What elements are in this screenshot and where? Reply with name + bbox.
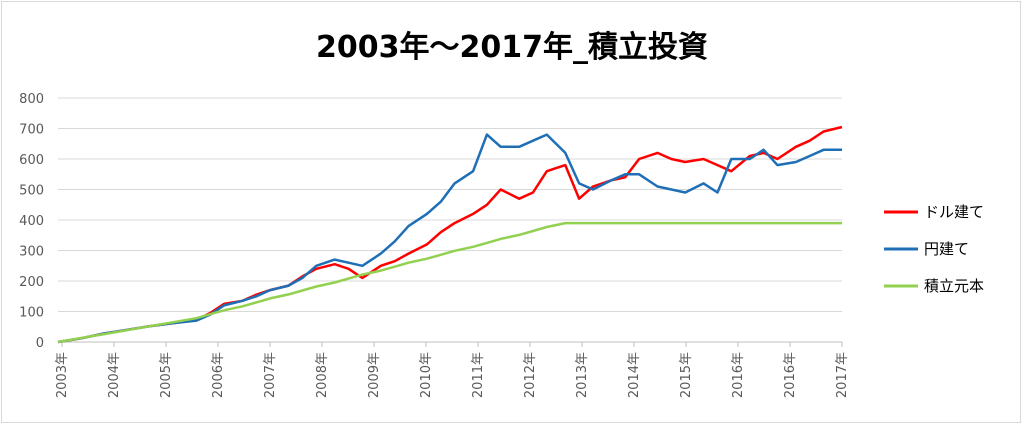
x-tick-label: 2008年: [315, 352, 330, 398]
x-tick-label: 2014年: [627, 352, 642, 398]
x-tick-label: 2004年: [107, 352, 122, 398]
legend-label: 円建て: [924, 240, 969, 258]
x-tick-label: 2010年: [419, 352, 434, 398]
x-tick-label: 2016年: [731, 352, 746, 398]
y-tick-label: 300: [19, 245, 44, 260]
y-tick-label: 800: [19, 92, 44, 107]
x-tick-label: 2012年: [523, 352, 538, 398]
x-tick-label: 2011年: [471, 352, 486, 398]
gridlines: [58, 97, 842, 343]
x-tick-label: 2009年: [367, 352, 382, 398]
y-tick-label: 500: [19, 184, 44, 199]
x-tick-label: 2003年: [55, 352, 70, 398]
x-tick-label: 2015年: [679, 352, 694, 398]
y-tick-label: 400: [19, 214, 44, 229]
y-tick-label: 100: [19, 306, 44, 321]
legend-label: ドル建て: [924, 203, 984, 221]
x-tick-label: 2016年: [783, 352, 798, 398]
y-tick-label: 600: [19, 153, 44, 168]
series-line-1: [57, 133, 842, 344]
series-lines: [57, 125, 843, 344]
legend-label: 積立元本: [924, 277, 984, 295]
x-tick-label: 2013年: [575, 352, 590, 398]
x-tick-label: 2006年: [211, 352, 226, 398]
x-tick-label: 2005年: [159, 352, 174, 398]
series-line-2: [57, 221, 842, 344]
y-axis-ticks: 0 100 200 300 400 500 600 700 800: [19, 92, 44, 351]
chart-title: 2003年～2017年_積立投資: [316, 30, 708, 65]
y-tick-label: 700: [19, 123, 44, 138]
x-axis-ticks: 2003年 2004年 2005年 2006年 2007年 2008年 2009年 2010年…: [55, 342, 850, 398]
x-tick-label: 2017年: [835, 352, 850, 398]
y-tick-label: 200: [19, 275, 44, 290]
y-tick-label: 0: [36, 336, 44, 351]
x-tick-label: 2007年: [263, 352, 278, 398]
series-line-0: [57, 125, 843, 344]
